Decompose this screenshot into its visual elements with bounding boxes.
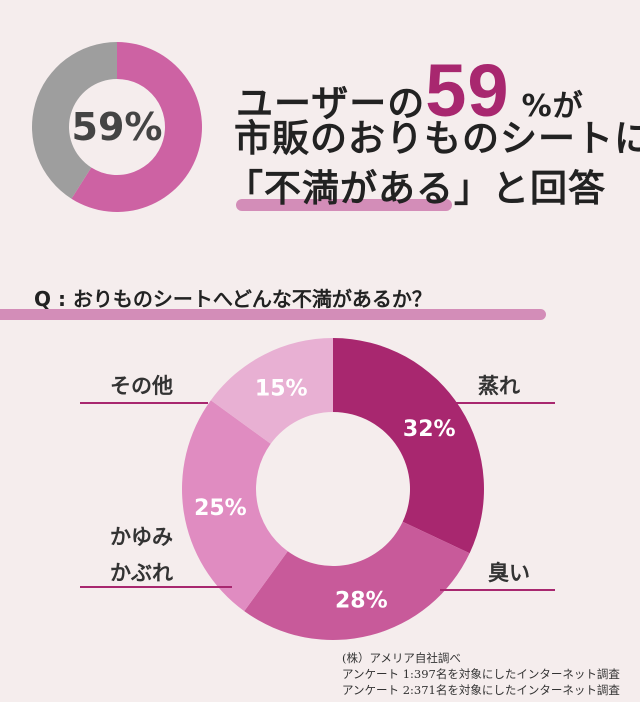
footnote-survey2: アンケート 2:371名を対象にしたインターネット調査 [342, 683, 620, 697]
donut-slice [210, 338, 333, 444]
complaints-donut: 32% 28% 25% 15% [182, 338, 484, 640]
headline-number: 59 [425, 49, 510, 132]
leader-line [445, 402, 555, 404]
footnote-survey1: アンケート 1:397名を対象にしたインターネット調査 [342, 667, 620, 681]
leader-line [80, 586, 232, 588]
headline-line1: ユーザーの59 %が [236, 48, 584, 133]
headline-suffix: %が [521, 89, 584, 124]
donut-slice [244, 521, 470, 640]
headline-line2: 市販のおりものシートに [234, 117, 640, 160]
leader-line [440, 589, 555, 591]
headline-underline [236, 199, 452, 211]
headline-text: ユーザーの [236, 82, 426, 125]
donut-center-label: 59% [72, 105, 163, 149]
donut-slice [182, 400, 288, 612]
label-mure: 蒸れ [478, 374, 520, 398]
label-nioi: 臭い [488, 561, 530, 585]
satisfaction-donut [31, 41, 203, 212]
slice-value-label: 28% [335, 588, 388, 613]
slice-value-label: 25% [194, 496, 247, 521]
leader-line [80, 402, 208, 404]
label-kabure: かぶれ [110, 561, 173, 585]
slice-value-label: 15% [255, 376, 308, 401]
label-sonota: その他 [110, 374, 173, 398]
footnote: (株）アメリア自社調べ アンケート 1:397名を対象にしたインターネット調査 … [342, 650, 620, 698]
headline-quote: 「不満がある」 [226, 167, 492, 210]
donut-slice [333, 338, 484, 554]
donut-slice [71, 42, 203, 212]
donut-slice [31, 41, 117, 199]
question-underline [0, 309, 546, 320]
label-kayumi: かゆみ [110, 525, 173, 549]
headline-line3: 「不満がある」と回答 [226, 158, 606, 212]
question-title: Q : おりものシートへどんな不満があるか？ [34, 287, 432, 311]
headline-suffix: と回答 [492, 167, 606, 210]
footnote-source: (株）アメリア自社調べ [342, 651, 461, 665]
slice-value-label: 32% [403, 417, 456, 442]
